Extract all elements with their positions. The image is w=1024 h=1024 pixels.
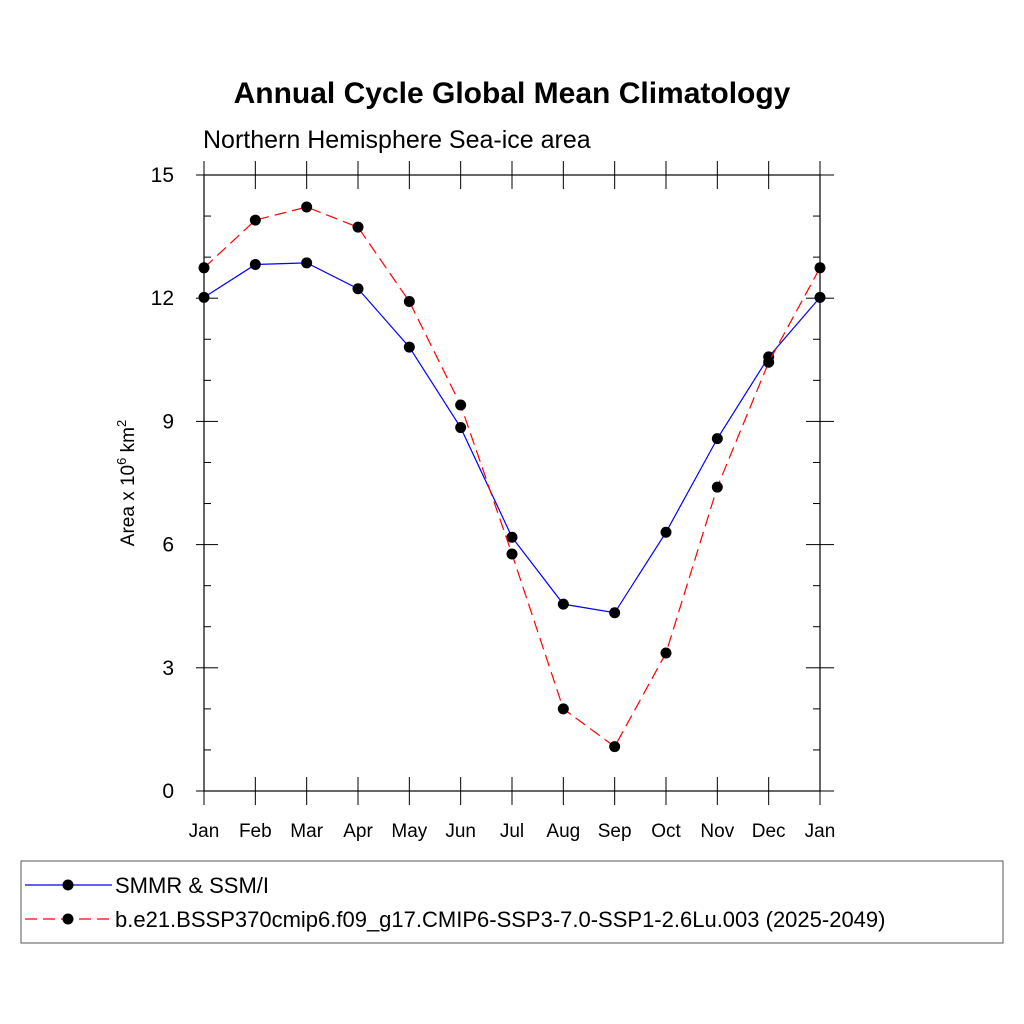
data-point xyxy=(609,741,621,753)
x-tick-label: Jun xyxy=(445,821,476,842)
data-point xyxy=(506,531,518,543)
y-tick-label: 0 xyxy=(162,780,174,803)
series-line xyxy=(203,206,821,748)
y-axis-ticks: 0 3 6 9 12 15 xyxy=(151,164,834,803)
data-point xyxy=(249,214,261,226)
data-point xyxy=(455,399,467,411)
y-tick-label: 3 xyxy=(162,657,174,680)
data-point xyxy=(660,647,672,659)
series-1 xyxy=(198,257,826,619)
series-2 xyxy=(198,201,826,753)
y-axis-label: Area x 106 km2 xyxy=(114,420,139,546)
plot-axes xyxy=(203,174,821,792)
legend-marker xyxy=(62,879,74,891)
data-point xyxy=(403,295,415,307)
data-point xyxy=(711,481,723,493)
data-point xyxy=(301,201,313,213)
data-point xyxy=(609,607,621,619)
legend-marker xyxy=(62,913,74,925)
chart-subtitle: Northern Hemisphere Sea-ice area xyxy=(203,126,591,154)
legend-label: SMMR & SSM/I xyxy=(115,873,269,898)
y-tick-label: 15 xyxy=(151,164,174,187)
y-tick-label: 12 xyxy=(151,287,174,310)
data-point xyxy=(455,422,467,434)
series-layer xyxy=(198,201,826,753)
data-point xyxy=(814,262,826,274)
legend-label: b.e21.BSSP370cmip6.f09_g17.CMIP6-SSP3-7.… xyxy=(115,907,885,932)
x-tick-label: Nov xyxy=(700,821,734,842)
x-tick-label: Aug xyxy=(546,821,580,842)
data-point xyxy=(403,341,415,353)
x-tick-label: Dec xyxy=(752,821,786,842)
data-point xyxy=(763,356,775,368)
x-tick-label: Feb xyxy=(239,821,272,842)
x-tick-label: Mar xyxy=(290,821,323,842)
data-point xyxy=(249,259,261,271)
x-tick-label: Jan xyxy=(189,821,220,842)
data-point xyxy=(198,291,210,303)
x-axis-ticks: Jan Feb Mar Apr May Jun Jul Aug Sep Oct Nov Dec Jan xyxy=(189,161,836,842)
data-point xyxy=(352,283,364,295)
x-tick-label: Oct xyxy=(651,821,681,842)
legend: SMMR & SSM/I b.e21.BSSP370cmip6.f09_g17.C… xyxy=(20,860,1004,944)
x-tick-label: Jan xyxy=(805,821,836,842)
data-point xyxy=(557,703,569,715)
x-tick-label: Jul xyxy=(500,821,524,842)
data-point xyxy=(711,433,723,445)
series-line xyxy=(203,262,821,614)
x-tick-label: May xyxy=(391,821,427,842)
x-tick-label: Apr xyxy=(343,821,373,842)
plot-frame xyxy=(203,174,821,792)
legend-item-2: b.e21.BSSP370cmip6.f09_g17.CMIP6-SSP3-7.… xyxy=(25,907,885,932)
data-point xyxy=(557,598,569,610)
y-tick-label: 6 xyxy=(162,534,174,557)
x-tick-label: Sep xyxy=(598,821,632,842)
data-point xyxy=(352,221,364,233)
data-point xyxy=(660,526,672,538)
data-point xyxy=(198,262,210,274)
y-tick-label: 9 xyxy=(162,410,174,433)
data-point xyxy=(814,291,826,303)
data-point xyxy=(301,257,313,269)
legend-box xyxy=(20,860,1004,944)
data-point xyxy=(506,548,518,560)
legend-item-1: SMMR & SSM/I xyxy=(25,873,269,898)
chart-title: Annual Cycle Global Mean Climatology xyxy=(234,77,791,110)
